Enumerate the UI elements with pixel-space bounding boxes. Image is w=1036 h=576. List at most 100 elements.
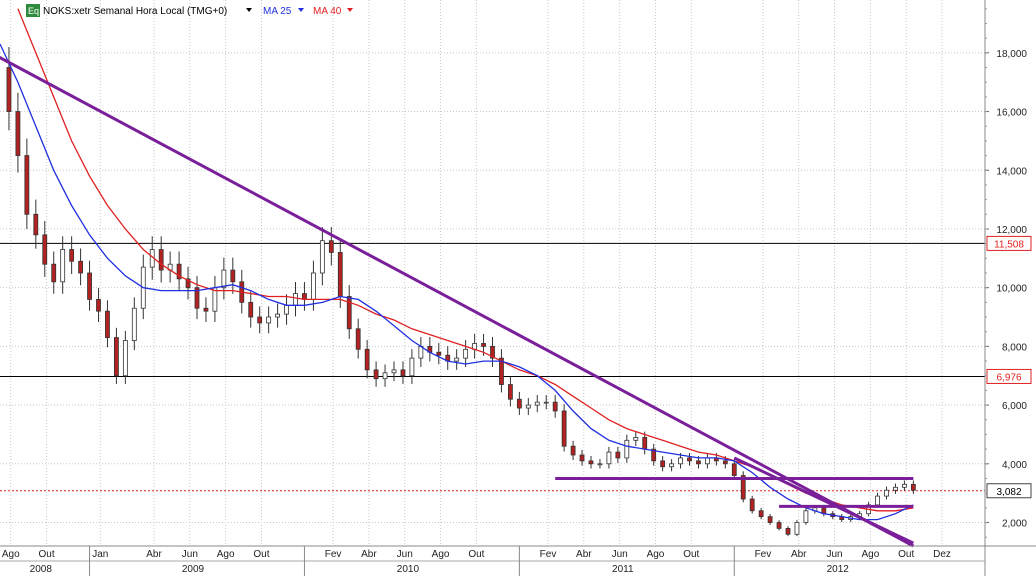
candle-body: [678, 457, 683, 465]
candle-body: [481, 343, 486, 347]
candle-body: [78, 260, 83, 274]
candle-body: [122, 340, 128, 377]
candle-body: [731, 463, 737, 476]
y-tick-label: 18,000: [996, 49, 1027, 60]
month-tick-label: Out: [683, 549, 699, 560]
candle-body: [499, 357, 504, 385]
month-tick-label: Fev: [325, 549, 342, 560]
month-tick-label: Fev: [540, 549, 557, 560]
month-tick-label: Jun: [827, 549, 843, 560]
current-price-tag: [986, 483, 1032, 499]
candle-body: [534, 401, 540, 406]
candle-body: [624, 439, 630, 459]
title-dropdown-icon[interactable]: [246, 8, 252, 12]
horizontal-levels: 11,508 6,976 3,082: [0, 235, 1032, 499]
candle-body: [490, 345, 495, 359]
level-price-tag: [986, 368, 1032, 384]
year-tick-label: 2012: [827, 564, 850, 575]
candle-body: [776, 522, 782, 529]
candle-body: [588, 460, 594, 465]
candle-body: [687, 457, 692, 462]
ma40-dropdown-icon[interactable]: [347, 8, 353, 12]
candle-body: [660, 460, 666, 468]
candle-body: [436, 351, 442, 356]
candle-body: [87, 272, 92, 300]
candle-body: [561, 410, 567, 447]
ma40-legend[interactable]: MA 40: [313, 6, 342, 17]
trendlines: [0, 55, 915, 548]
candle-body: [311, 272, 316, 300]
chart-header: Eq NOKS:xetr Semanal Hora Local (TMG+0) …: [26, 4, 353, 17]
candle-body: [516, 398, 522, 409]
equity-badge: [26, 4, 40, 17]
month-tick-label: Ago: [647, 549, 665, 560]
candle-body: [6, 67, 12, 112]
candle-body: [105, 310, 110, 338]
candle-body: [454, 357, 460, 362]
ma25-legend[interactable]: MA 25: [263, 6, 292, 17]
candles: [6, 46, 916, 537]
candle-body: [400, 369, 406, 377]
month-tick-label: Abr: [146, 549, 162, 560]
candle-body: [409, 357, 415, 377]
candle-body: [615, 451, 621, 459]
year-tick-label: 2009: [182, 564, 205, 575]
candle-body: [642, 436, 648, 450]
candle-body: [203, 307, 209, 312]
candle-body: [96, 299, 101, 312]
y-tick-label: 8,000: [1002, 342, 1027, 353]
candle-body: [902, 483, 907, 488]
ma25-dropdown-icon[interactable]: [298, 8, 304, 12]
candle-body: [176, 263, 182, 280]
candle-body: [24, 155, 30, 215]
candle-body: [33, 213, 39, 236]
candle-body: [275, 313, 280, 318]
candle-body: [525, 404, 531, 409]
month-tick-label: Jun: [397, 549, 413, 560]
candle-body: [552, 401, 558, 412]
candle-body: [382, 372, 388, 380]
level-price-tag-label: 11,508: [994, 239, 1024, 250]
candle-body: [373, 369, 379, 380]
month-tick-label: Ago: [217, 549, 235, 560]
candle-body: [696, 460, 701, 465]
trendline-long-downtrend: [0, 55, 915, 548]
candle-body: [266, 316, 272, 324]
month-tick-label: Ago: [2, 549, 20, 560]
candle-body: [293, 293, 298, 306]
candle-body: [705, 457, 710, 465]
candle-body: [319, 240, 325, 274]
candle-body: [328, 240, 334, 253]
month-tick-label: Abr: [576, 549, 592, 560]
month-tick-label: Dez: [933, 549, 951, 560]
candle-body: [803, 510, 809, 523]
candle-body: [15, 111, 21, 156]
year-tick-label: 2008: [30, 564, 53, 575]
candle-body: [633, 436, 639, 441]
candle-body: [508, 384, 513, 400]
candle-body: [463, 348, 469, 359]
candle-body: [42, 234, 48, 265]
y-axis: 2,000 4,000 6,000 8,000 10,000 12,000 14,000 16…: [984, 0, 1027, 576]
month-tick-label: Ago: [861, 549, 879, 560]
month-tick-label: Out: [253, 549, 269, 560]
y-tick-label: 6,000: [1002, 401, 1027, 412]
month-tick-label: Jan: [92, 549, 108, 560]
candle-body: [248, 301, 254, 318]
candle-body: [194, 287, 200, 309]
year-tick-label: 2010: [397, 564, 420, 575]
y-tick-label: 14,000: [996, 166, 1027, 177]
candle-body: [69, 249, 75, 262]
candle-body: [669, 463, 674, 468]
y-tick-label: 10,000: [996, 284, 1027, 295]
candle-body: [60, 249, 66, 283]
y-tick-label: 12,000: [996, 225, 1027, 236]
candle-body: [767, 516, 773, 523]
candle-body: [722, 460, 728, 465]
candle-body: [114, 337, 119, 377]
candle-body: [355, 328, 361, 350]
candle-body: [543, 401, 549, 404]
candle-body: [606, 451, 612, 465]
candle-body: [158, 249, 164, 271]
